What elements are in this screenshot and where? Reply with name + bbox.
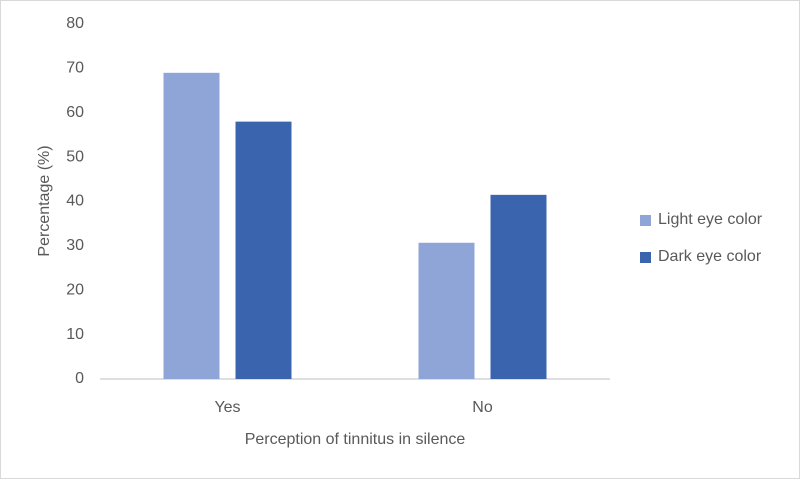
x-tick-label: Yes <box>214 399 240 416</box>
bar <box>490 194 547 379</box>
y-tick-label: 50 <box>66 148 84 165</box>
y-tick-label: 20 <box>66 281 84 298</box>
legend-label: Light eye color <box>658 211 763 228</box>
y-axis-label: Percentage (%) <box>36 145 53 256</box>
legend-swatch <box>640 252 651 263</box>
x-tick-label: No <box>472 399 493 416</box>
legend-swatch <box>640 215 651 226</box>
y-tick-label: 40 <box>66 193 84 210</box>
y-tick-label: 10 <box>66 326 84 343</box>
bar <box>163 72 220 379</box>
x-axis-label: Perception of tinnitus in silence <box>245 431 466 448</box>
y-tick-label: 0 <box>75 370 84 387</box>
y-tick-label: 70 <box>66 60 84 77</box>
y-tick-label: 80 <box>66 15 84 32</box>
bar <box>235 121 292 379</box>
y-tick-label: 60 <box>66 104 84 121</box>
y-tick-label: 30 <box>66 237 84 254</box>
bar <box>418 242 475 379</box>
legend-label: Dark eye color <box>658 248 762 265</box>
